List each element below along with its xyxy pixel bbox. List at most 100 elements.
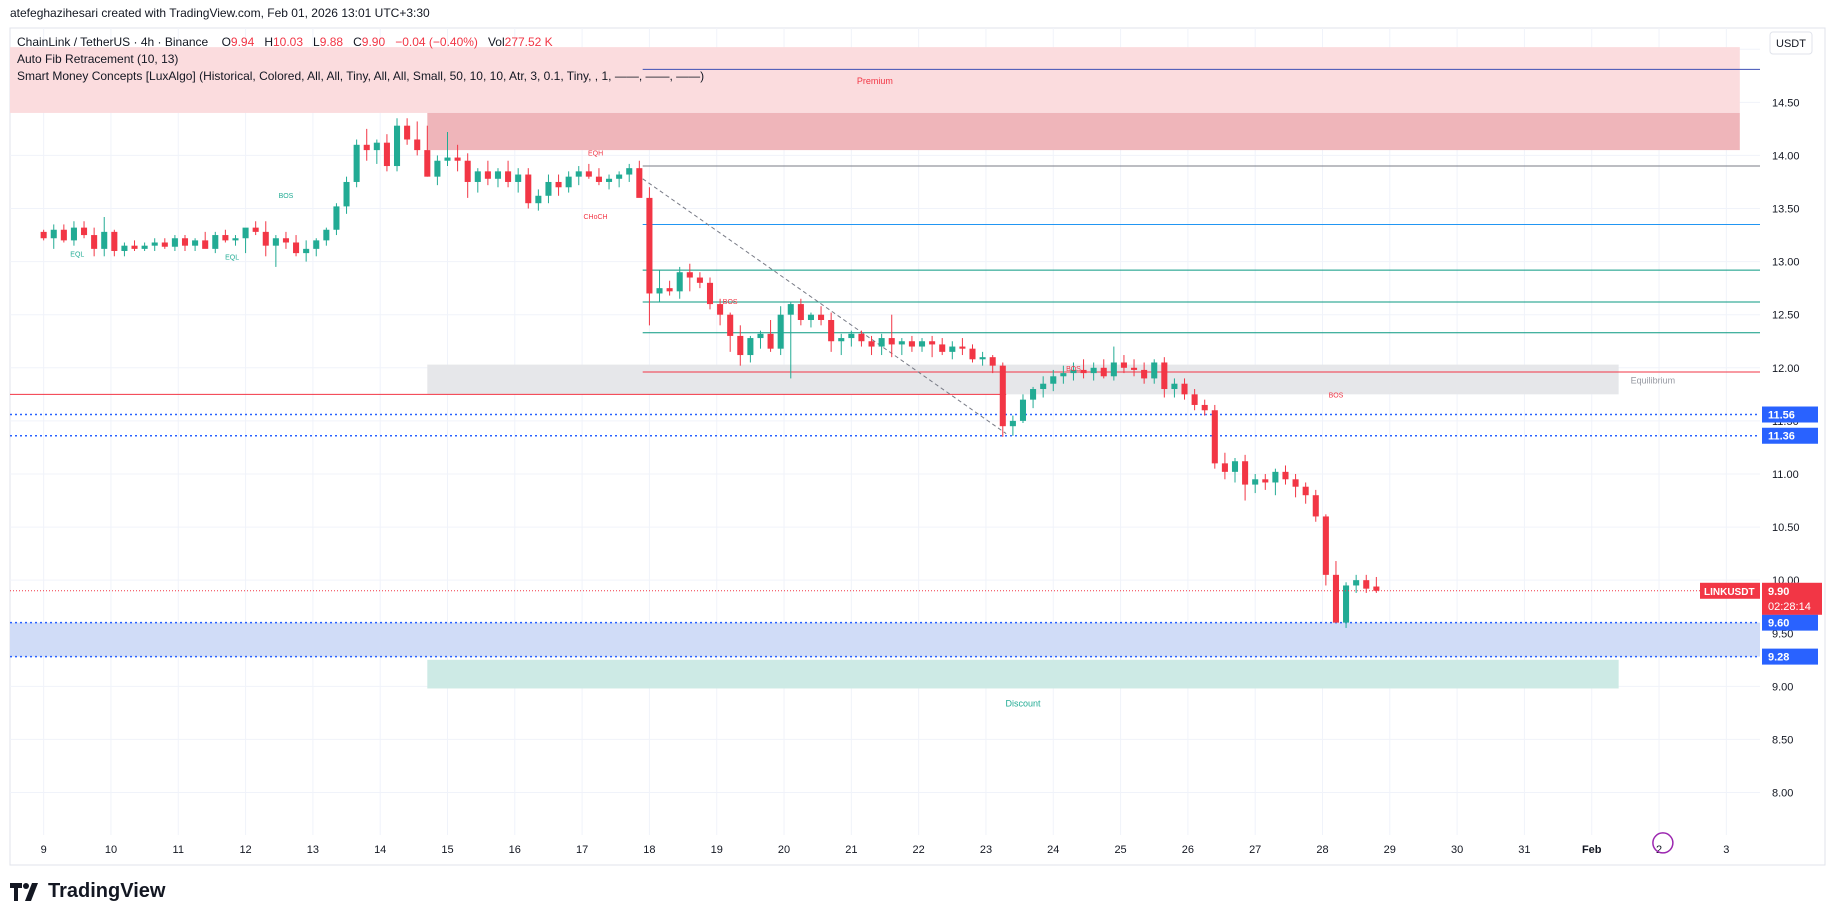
candle-down: [929, 341, 936, 345]
candle-up: [50, 229, 57, 239]
zone-discount: [427, 659, 1619, 689]
x-tick-label: 27: [1249, 844, 1261, 856]
brand-label: TradingView: [48, 880, 166, 902]
candle-up: [979, 357, 986, 360]
candle-up: [898, 341, 905, 345]
price-label-box: [1762, 427, 1818, 444]
candle-down: [1141, 369, 1148, 379]
candle-down: [868, 341, 875, 347]
x-tick-label: 12: [239, 844, 251, 856]
candle-down: [40, 231, 47, 239]
candle-down: [424, 150, 431, 177]
currency-button[interactable]: [1769, 31, 1813, 55]
candle-up: [656, 288, 663, 294]
candle-up: [343, 181, 350, 207]
candle-up: [626, 168, 633, 175]
candle-down: [383, 142, 390, 167]
candle-up: [313, 240, 320, 249]
candle-down: [363, 144, 370, 151]
smc-label: BOS: [279, 193, 294, 200]
x-tick-label: 10: [105, 844, 117, 856]
candle-down: [858, 333, 865, 342]
candle-up: [757, 333, 764, 339]
y-tick-label: 9.00: [1772, 681, 1793, 693]
candle-up: [1090, 367, 1097, 374]
fib-band: [10, 622, 1760, 657]
zone-equilibrium: [427, 364, 1619, 395]
y-tick-label: 8.50: [1772, 734, 1793, 746]
y-tick-label: 12.00: [1772, 363, 1800, 375]
candle-up: [838, 338, 845, 342]
x-tick-label: 17: [576, 844, 588, 856]
candle-down: [161, 242, 168, 247]
x-tick-label: 14: [374, 844, 386, 856]
candle-down: [999, 365, 1006, 427]
tradingview-logo[interactable]: TradingView: [10, 880, 165, 903]
candle-up: [393, 125, 401, 167]
y-tick-label: 12.50: [1772, 310, 1800, 322]
open-value: 9.94: [230, 35, 255, 49]
smc-label: BOS: [1066, 366, 1081, 373]
candle-down: [555, 181, 562, 188]
price-label-box: [1762, 406, 1818, 423]
currency-label: USDT: [1776, 38, 1806, 50]
candle-down: [1201, 404, 1208, 411]
candle-down: [282, 238, 289, 243]
candle-up: [1110, 362, 1117, 377]
candle-down: [1080, 369, 1087, 374]
tradingview-icon: [10, 882, 38, 901]
price-label-box: [1762, 614, 1818, 631]
x-tick-label: 3: [1723, 844, 1729, 856]
candle-down: [60, 229, 67, 241]
candle-up: [212, 235, 219, 249]
lightning-icon[interactable]: [1652, 832, 1674, 854]
x-tick-label: 22: [913, 844, 925, 856]
candle-down: [252, 227, 259, 232]
candle-up: [1060, 373, 1067, 377]
symbol-name[interactable]: ChainLink / TetherUS · 4h · Binance: [17, 35, 209, 49]
candle-down: [414, 139, 421, 151]
x-tick-label: 24: [1047, 844, 1059, 856]
candle-up: [242, 227, 249, 239]
candle-up: [353, 144, 360, 182]
smc-label: EQL: [70, 251, 84, 258]
last-price-box: [1762, 582, 1822, 615]
candle-up: [1171, 383, 1178, 390]
candle-down: [293, 242, 300, 254]
candle-down: [1332, 574, 1339, 623]
zone-label: Equilibrium: [1631, 375, 1676, 385]
candle-down: [81, 227, 88, 236]
volume-value: 277.52 K: [504, 35, 553, 49]
candle-up: [232, 238, 239, 241]
x-tick-label: 18: [643, 844, 655, 856]
candle-up: [1353, 580, 1360, 586]
candle-up: [918, 341, 926, 347]
candle-up: [141, 245, 148, 249]
y-tick-label: 10.50: [1772, 522, 1800, 534]
candle-down: [91, 235, 98, 249]
candle-down: [111, 231, 118, 251]
candle-up: [121, 245, 128, 251]
indicator-smc[interactable]: Smart Money Concepts [LuxAlgo] (Historic…: [17, 69, 705, 83]
candle-down: [939, 344, 946, 352]
candle-down: [262, 231, 269, 246]
candle-up: [616, 174, 623, 179]
candle-up: [515, 174, 522, 182]
candle-down: [636, 168, 643, 198]
candle-up: [1070, 369, 1077, 374]
candle-up: [151, 242, 158, 246]
candle-up: [949, 346, 956, 352]
candle-up: [1030, 389, 1037, 400]
candle-up: [272, 238, 279, 246]
price-label-text: 11.36: [1768, 431, 1795, 443]
candle-up: [535, 195, 542, 204]
smc-label: BOS: [1329, 393, 1344, 400]
candle-up: [333, 206, 340, 230]
candle-up: [1050, 376, 1057, 384]
candle-up: [373, 142, 380, 151]
zone-premium_dark: [427, 112, 1740, 151]
candle-up: [1040, 383, 1047, 390]
candle-down: [727, 314, 734, 336]
indicator-fib[interactable]: Auto Fib Retracement (10, 13): [17, 52, 179, 66]
